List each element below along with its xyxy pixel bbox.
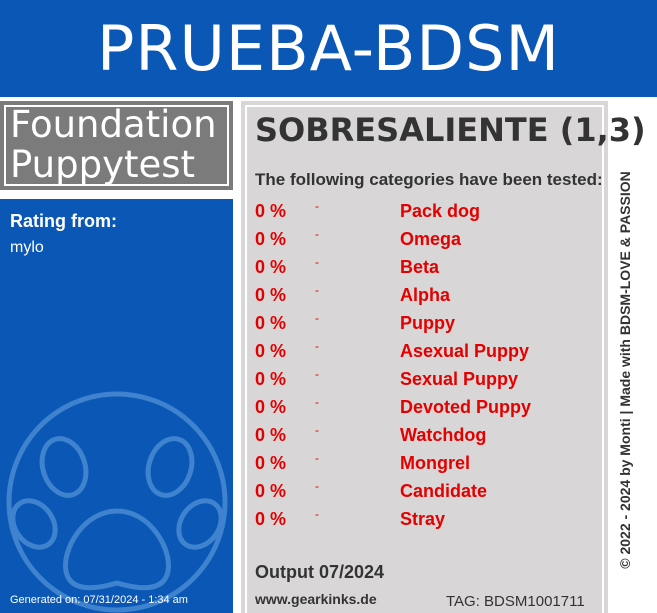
category-name: Candidate: [400, 481, 488, 501]
category-name: Devoted Puppy: [400, 397, 532, 417]
category-row: 0 % - Candidate: [255, 479, 600, 509]
generated-timestamp: Generated on: 07/31/2024 - 1:34 am: [10, 594, 188, 606]
category-percent: 0 %: [255, 509, 287, 529]
category-percent: 0 %: [255, 425, 287, 445]
website-link[interactable]: www.gearkinks.de: [255, 591, 377, 607]
category-row: 0 % - Alpha: [255, 283, 600, 313]
result-tag: TAG: BDSM1001711: [446, 593, 585, 610]
category-row: 0 % - Stray: [255, 507, 600, 537]
category-dash: -: [315, 507, 319, 521]
category-row: 0 % - Puppy: [255, 311, 600, 341]
paw-print-icon: [6, 391, 228, 613]
score-heading: SOBRESALIENTE (1,3): [255, 111, 646, 149]
copyright-notice: © 2022 - 2024 by Monti | Made with BDSM-…: [617, 171, 633, 569]
output-date: Output 07/2024: [255, 562, 385, 582]
category-dash: -: [315, 255, 319, 269]
category-row: 0 % - Watchdog: [255, 423, 600, 453]
category-row: 0 % - Mongrel: [255, 451, 600, 481]
category-name: Mongrel: [400, 453, 470, 473]
category-dash: -: [315, 199, 319, 213]
category-row: 0 % - Sexual Puppy: [255, 367, 600, 397]
category-percent: 0 %: [255, 201, 287, 221]
category-dash: -: [315, 479, 319, 493]
category-dash: -: [315, 227, 319, 241]
category-dash: -: [315, 395, 319, 409]
category-name: Stray: [400, 509, 446, 529]
category-row: 0 % - Asexual Puppy: [255, 339, 600, 369]
category-percent: 0 %: [255, 229, 287, 249]
category-percent: 0 %: [255, 257, 287, 277]
category-name: Sexual Puppy: [400, 369, 519, 389]
category-percent: 0 %: [255, 397, 287, 417]
test-title-line-2: Puppytest: [10, 143, 196, 186]
test-title-box: Foundation Puppytest: [0, 101, 233, 190]
category-dash: -: [315, 367, 319, 381]
category-percent: 0 %: [255, 369, 287, 389]
result-panel-frame: [245, 105, 604, 613]
category-row: 0 % - Omega: [255, 227, 600, 257]
result-panel: [241, 101, 608, 613]
category-name: Watchdog: [400, 425, 487, 445]
category-name: Pack dog: [400, 201, 481, 221]
tested-categories-heading: The following categories have been teste…: [255, 170, 603, 189]
category-name: Asexual Puppy: [400, 341, 530, 361]
category-dash: -: [315, 339, 319, 353]
rating-user: mylo: [10, 239, 44, 256]
header-banner: PRUEBA-BDSM: [0, 0, 657, 97]
category-percent: 0 %: [255, 453, 287, 473]
category-row: 0 % - Devoted Puppy: [255, 395, 600, 425]
category-dash: -: [315, 451, 319, 465]
category-row: 0 % - Pack dog: [255, 199, 600, 229]
rating-label: Rating from:: [10, 211, 117, 231]
test-title-line-1: Foundation: [10, 103, 217, 146]
category-dash: -: [315, 423, 319, 437]
category-percent: 0 %: [255, 313, 287, 333]
category-dash: -: [315, 311, 319, 325]
category-percent: 0 %: [255, 285, 287, 305]
page-title: PRUEBA-BDSM: [97, 12, 560, 85]
rating-panel: Rating from: mylo Generated on: 07/31/20…: [0, 199, 233, 613]
category-percent: 0 %: [255, 481, 287, 501]
test-title-frame: [4, 105, 229, 186]
category-percent: 0 %: [255, 341, 287, 361]
category-name: Alpha: [400, 285, 451, 305]
category-name: Beta: [400, 257, 440, 277]
category-name: Puppy: [400, 313, 456, 333]
category-name: Omega: [400, 229, 462, 249]
category-dash: -: [315, 283, 319, 297]
category-row: 0 % - Beta: [255, 255, 600, 285]
